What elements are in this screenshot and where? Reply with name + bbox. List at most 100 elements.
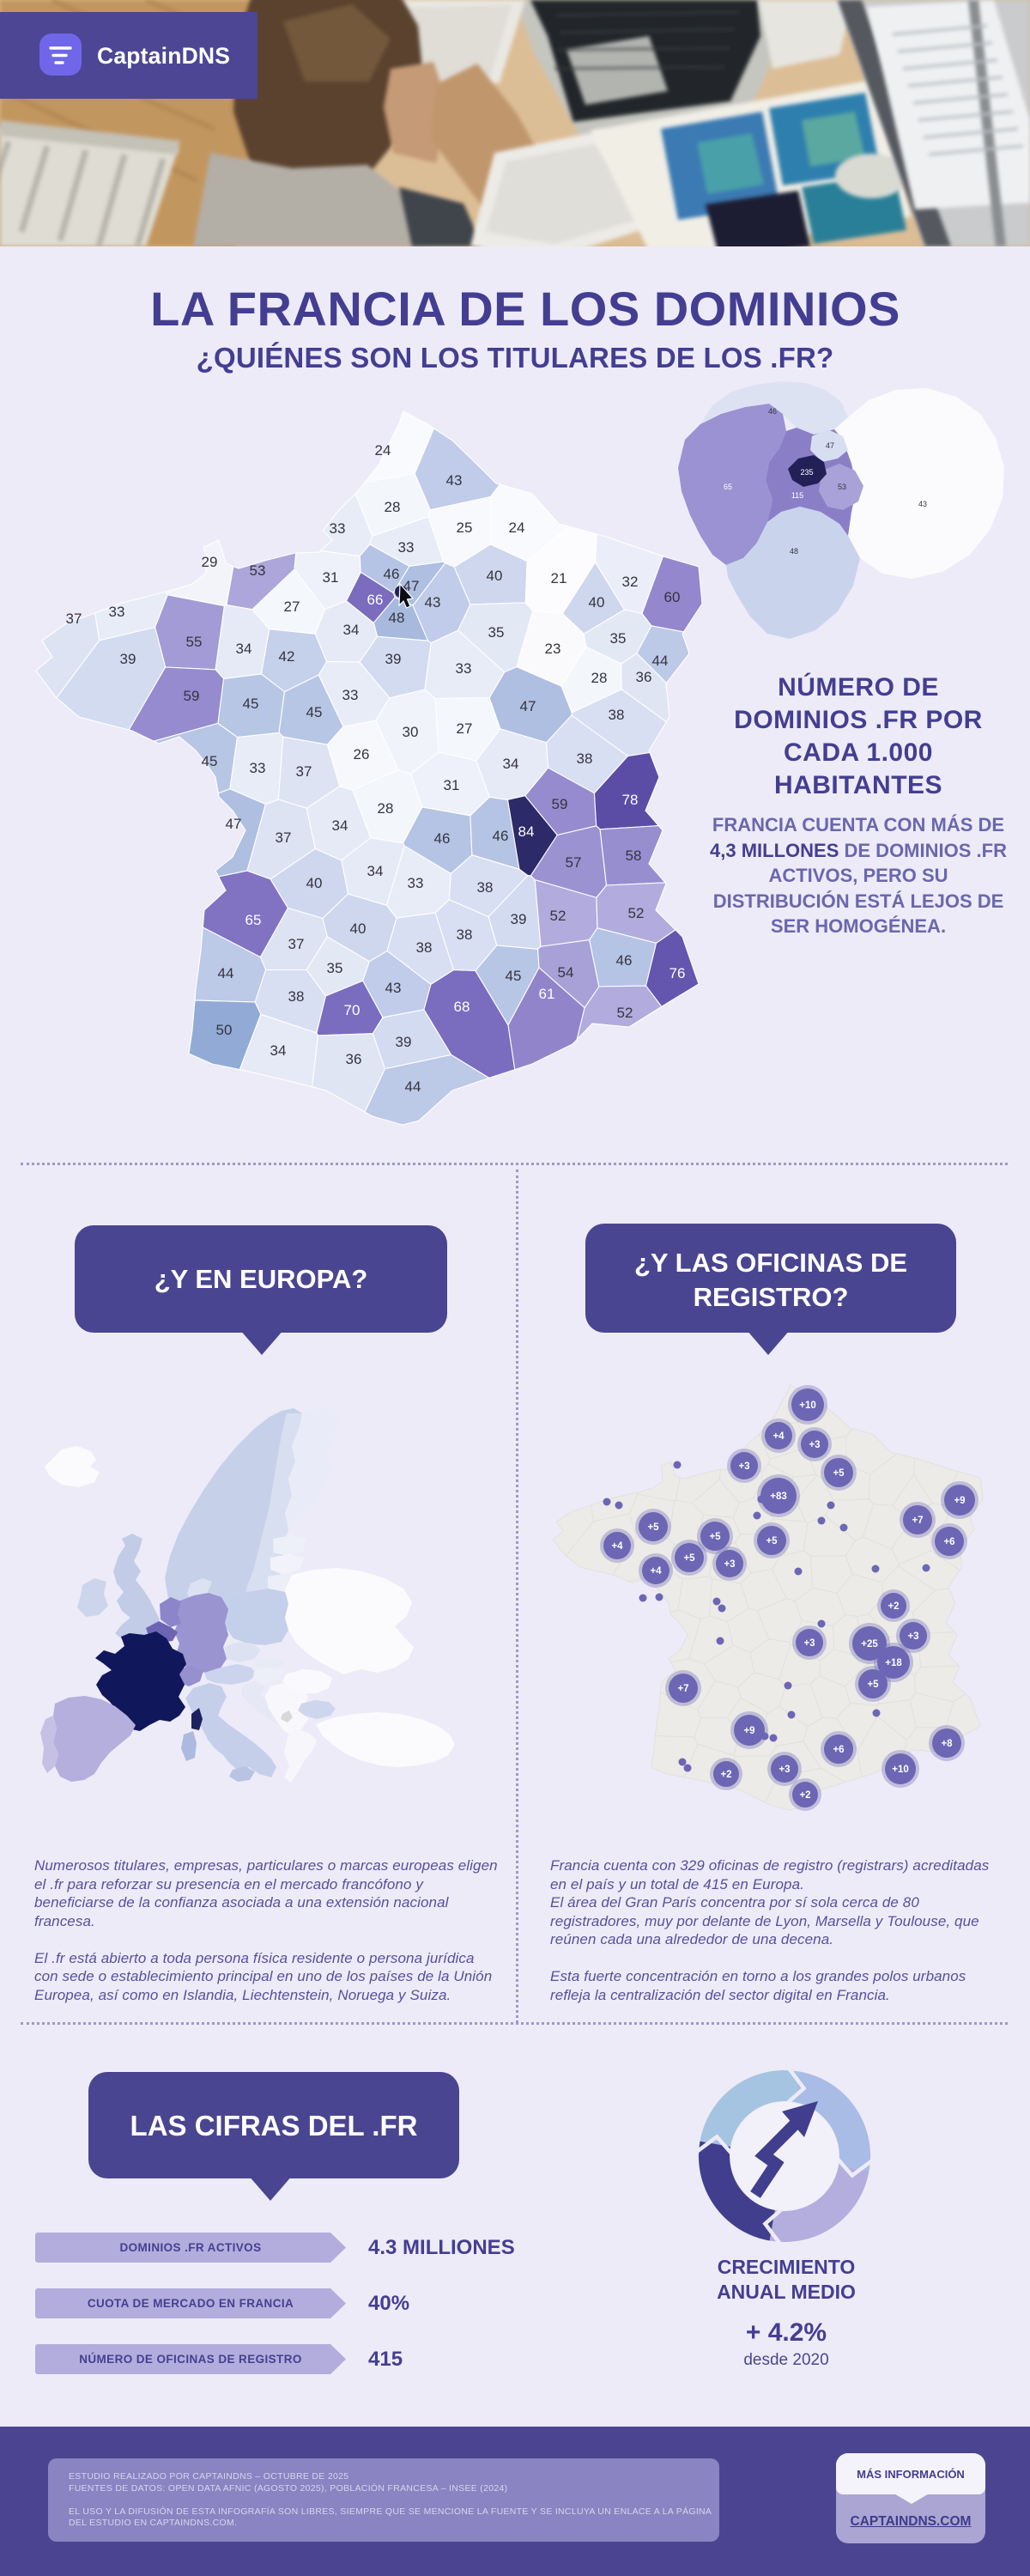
svg-text:+3: +3 — [803, 1638, 815, 1649]
svg-text:70: 70 — [344, 1002, 360, 1018]
svg-text:35: 35 — [327, 960, 343, 976]
svg-text:65: 65 — [724, 483, 732, 491]
svg-text:36: 36 — [346, 1051, 362, 1067]
svg-text:52: 52 — [617, 1005, 633, 1021]
svg-text:+7: +7 — [912, 1516, 923, 1526]
svg-text:33: 33 — [456, 660, 472, 677]
svg-text:46: 46 — [434, 830, 451, 847]
svg-text:35: 35 — [488, 624, 505, 641]
svg-text:35: 35 — [610, 630, 627, 647]
svg-text:+18: +18 — [885, 1658, 902, 1668]
svg-text:30: 30 — [403, 724, 419, 740]
svg-text:37: 37 — [296, 763, 312, 780]
svg-text:+5: +5 — [766, 1536, 778, 1546]
svg-text:+3: +3 — [809, 1440, 820, 1450]
svg-text:28: 28 — [591, 670, 608, 686]
svg-text:33: 33 — [250, 760, 266, 776]
svg-text:+3: +3 — [724, 1559, 735, 1570]
svg-text:+3: +3 — [738, 1461, 749, 1472]
svg-text:29: 29 — [202, 554, 218, 570]
svg-text:+25: +25 — [861, 1639, 878, 1649]
svg-text:44: 44 — [218, 965, 234, 981]
svg-text:40: 40 — [487, 568, 503, 584]
svg-text:+3: +3 — [779, 1765, 790, 1775]
svg-text:24: 24 — [375, 442, 391, 459]
svg-text:36: 36 — [636, 669, 652, 685]
svg-text:46: 46 — [493, 828, 509, 844]
svg-text:39: 39 — [120, 651, 136, 667]
svg-text:+6: +6 — [943, 1537, 954, 1547]
svg-text:34: 34 — [343, 622, 360, 638]
svg-text:+5: +5 — [709, 1532, 721, 1542]
svg-text:34: 34 — [503, 756, 519, 772]
svg-text:115: 115 — [791, 491, 803, 500]
svg-text:54: 54 — [558, 964, 574, 981]
svg-text:59: 59 — [552, 796, 568, 812]
svg-text:43: 43 — [425, 594, 441, 611]
svg-text:33: 33 — [408, 875, 424, 891]
svg-text:46: 46 — [384, 566, 400, 582]
svg-text:48: 48 — [790, 547, 798, 556]
svg-text:+10: +10 — [799, 1400, 816, 1411]
svg-text:40: 40 — [589, 594, 605, 611]
svg-text:37: 37 — [66, 611, 82, 627]
svg-text:+10: +10 — [892, 1765, 909, 1775]
svg-text:66: 66 — [367, 592, 384, 608]
svg-text:28: 28 — [385, 499, 401, 515]
svg-text:48: 48 — [389, 610, 405, 626]
svg-text:38: 38 — [288, 988, 305, 1005]
svg-text:68: 68 — [454, 999, 470, 1015]
svg-text:39: 39 — [385, 651, 402, 667]
svg-text:45: 45 — [202, 753, 218, 769]
svg-text:37: 37 — [276, 829, 292, 846]
svg-text:34: 34 — [236, 641, 252, 657]
svg-text:78: 78 — [622, 792, 639, 808]
svg-text:45: 45 — [243, 696, 259, 712]
svg-text:39: 39 — [396, 1034, 412, 1050]
svg-text:42: 42 — [279, 648, 295, 665]
svg-text:32: 32 — [622, 574, 639, 590]
svg-text:38: 38 — [609, 707, 625, 723]
svg-text:+5: +5 — [867, 1680, 879, 1690]
svg-text:38: 38 — [577, 750, 593, 767]
svg-text:+4: +4 — [650, 1566, 662, 1577]
svg-text:+8: +8 — [941, 1739, 953, 1749]
svg-text:52: 52 — [550, 908, 566, 924]
svg-text:37: 37 — [288, 936, 305, 952]
svg-text:21: 21 — [551, 570, 567, 586]
svg-text:53: 53 — [838, 483, 846, 491]
svg-text:34: 34 — [270, 1042, 287, 1059]
svg-text:38: 38 — [416, 939, 433, 956]
svg-text:+5: +5 — [647, 1522, 659, 1533]
svg-text:+83: +83 — [770, 1492, 787, 1502]
svg-text:27: 27 — [284, 598, 300, 615]
svg-text:39: 39 — [511, 911, 527, 927]
svg-text:84: 84 — [518, 823, 535, 840]
svg-text:33: 33 — [109, 604, 125, 620]
svg-text:+2: +2 — [799, 1790, 810, 1801]
svg-text:+9: +9 — [743, 1726, 754, 1736]
svg-text:34: 34 — [367, 863, 384, 879]
svg-text:+4: +4 — [772, 1431, 785, 1442]
svg-text:25: 25 — [457, 519, 473, 536]
svg-text:+6: +6 — [833, 1745, 844, 1755]
svg-text:65: 65 — [245, 912, 262, 928]
svg-text:23: 23 — [545, 641, 561, 657]
svg-text:40: 40 — [306, 875, 323, 891]
svg-text:52: 52 — [628, 905, 645, 921]
svg-text:45: 45 — [306, 704, 323, 720]
svg-text:76: 76 — [670, 965, 686, 981]
svg-text:60: 60 — [664, 589, 681, 605]
svg-text:+9: +9 — [954, 1496, 965, 1506]
svg-text:43: 43 — [385, 980, 402, 996]
svg-text:+4: +4 — [611, 1541, 623, 1552]
svg-text:53: 53 — [250, 562, 266, 579]
svg-text:47: 47 — [403, 578, 420, 594]
svg-text:24: 24 — [509, 519, 525, 536]
svg-text:235: 235 — [800, 468, 813, 477]
svg-text:+5: +5 — [833, 1468, 845, 1479]
svg-text:40: 40 — [350, 920, 367, 937]
svg-text:59: 59 — [184, 688, 200, 704]
svg-text:46: 46 — [616, 952, 633, 969]
svg-text:33: 33 — [342, 687, 359, 703]
